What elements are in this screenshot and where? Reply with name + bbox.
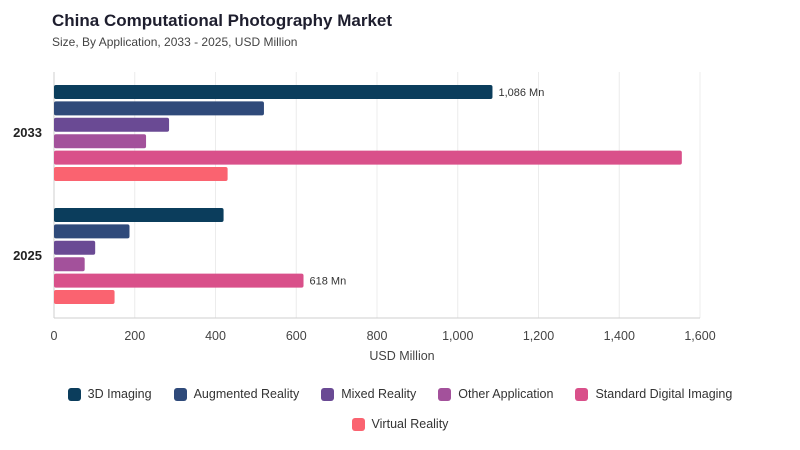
- x-tick-label: 1,000: [442, 329, 473, 343]
- bar-2025-other-application: [54, 257, 85, 272]
- bar-2025-3d-imaging: [54, 208, 224, 222]
- legend-item[interactable]: Standard Digital Imaging: [575, 387, 732, 401]
- legend-item[interactable]: Mixed Reality: [321, 387, 416, 401]
- bar-2033-other-application: [54, 134, 147, 149]
- x-tick-label: 600: [286, 329, 307, 343]
- x-tick-label: 0: [51, 329, 58, 343]
- legend-item[interactable]: Other Application: [438, 387, 553, 401]
- chart-title: China Computational Photography Market: [52, 11, 393, 30]
- legend-label: 3D Imaging: [87, 387, 152, 401]
- legend-swatch: [575, 387, 589, 401]
- legend-label: Other Application: [458, 387, 554, 401]
- bar-2025-standard-digital-imaging: [54, 273, 304, 288]
- legend-label: Augmented Reality: [193, 387, 300, 401]
- bar-2033-augmented-reality: [54, 101, 264, 116]
- bar-2033-mixed-reality: [54, 117, 170, 132]
- x-tick-label: 1,600: [684, 329, 715, 343]
- legend-swatch: [321, 387, 335, 401]
- legend-item[interactable]: Augmented Reality: [173, 387, 300, 401]
- legend-row: Virtual Reality: [0, 413, 800, 435]
- bar-2033-standard-digital-imaging: [54, 150, 682, 165]
- legend-swatch: [67, 387, 81, 401]
- x-tick-label: 1,200: [523, 329, 554, 343]
- x-tick-label: 400: [205, 329, 226, 343]
- data-label: 618 Mn: [310, 276, 347, 288]
- bar-chart: 0 200 400 600 800 1,000 1,200 1,400 1,600 USD Mil…: [13, 72, 716, 363]
- bar-2033-virtual-reality: [54, 167, 228, 181]
- category-label: 2033: [13, 125, 42, 140]
- legend-swatch: [351, 417, 365, 431]
- bar-2033-3d-imaging: [54, 85, 493, 99]
- bar-2025-augmented-reality: [54, 224, 130, 239]
- legend-label: Virtual Reality: [371, 417, 449, 431]
- x-tick-label: 1,400: [604, 329, 635, 343]
- legend-row: 3D Imaging Augmented Reality Mixed Reality…: [0, 383, 800, 405]
- bar-2025-mixed-reality: [54, 240, 96, 255]
- legend-swatch: [173, 387, 187, 401]
- x-axis-label: USD Million: [369, 349, 434, 363]
- legend-swatch: [438, 387, 452, 401]
- legend-item[interactable]: 3D Imaging: [67, 387, 152, 401]
- chart-legend: 3D Imaging Augmented Reality Mixed Reality…: [0, 383, 800, 443]
- x-tick-label: 800: [367, 329, 388, 343]
- legend-label: Mixed Reality: [341, 387, 417, 401]
- category-label: 2025: [13, 248, 42, 263]
- bar-2025-virtual-reality: [54, 290, 115, 304]
- legend-item[interactable]: Virtual Reality: [351, 417, 449, 431]
- legend-label: Standard Digital Imaging: [595, 387, 733, 401]
- chart-subtitle: Size, By Application, 2033 - 2025, USD M…: [52, 35, 298, 49]
- x-tick-label: 200: [124, 329, 145, 343]
- data-label: 1,086 Mn: [498, 87, 544, 99]
